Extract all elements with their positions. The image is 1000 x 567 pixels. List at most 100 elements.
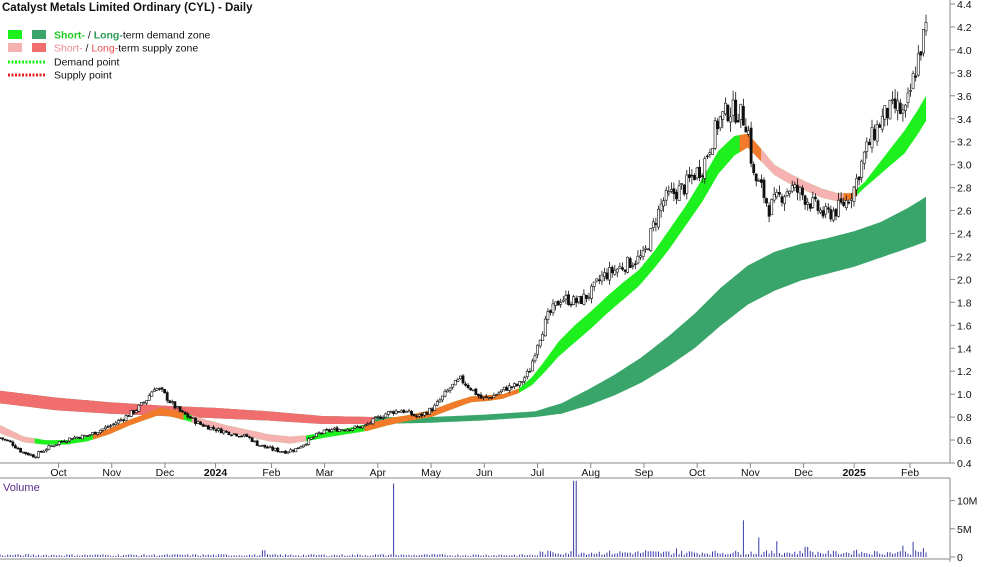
candle-body — [407, 410, 411, 413]
candle-body — [561, 299, 565, 302]
x-tick-label: Oct — [50, 467, 66, 479]
candle-body — [194, 417, 197, 424]
candle-body — [554, 301, 558, 306]
candle-body — [891, 99, 895, 101]
candle-body — [726, 104, 730, 121]
candle-body — [878, 124, 882, 128]
candle-body — [898, 102, 902, 114]
candle-body — [96, 432, 100, 435]
candle-body — [551, 303, 555, 314]
candle-body — [628, 258, 632, 268]
candle-body — [564, 295, 568, 300]
candle-body — [325, 429, 329, 431]
candle-body — [582, 293, 586, 305]
candle-body — [690, 174, 694, 177]
chart-title: Catalyst Metals Limited Ordinary (CYL) -… — [2, 2, 253, 14]
candle-body — [124, 415, 128, 422]
candle-body — [893, 98, 897, 109]
candle-body — [309, 437, 313, 440]
candle-body — [608, 267, 612, 281]
candle-body — [214, 429, 218, 432]
x-tick-label: Oct — [689, 467, 705, 479]
candle-body — [0, 437, 2, 439]
y-tick-label: 3.8 — [957, 68, 972, 80]
candle-body — [623, 269, 627, 272]
candle-body — [772, 194, 776, 201]
candle-body — [615, 268, 619, 273]
candle-body — [78, 436, 82, 439]
legend-item-supply-zone: Short- / Long-term supply zone — [8, 43, 198, 55]
candle-body — [75, 436, 79, 439]
candle-body — [839, 198, 843, 203]
candle-body — [842, 201, 846, 206]
candle-body — [394, 410, 398, 414]
candle-body — [646, 248, 650, 251]
candle-body — [605, 272, 609, 280]
candle-body — [479, 394, 483, 399]
candle-body — [731, 99, 735, 116]
candle-body — [127, 415, 131, 417]
candle-body — [376, 416, 380, 418]
candle-body — [471, 389, 475, 392]
y-tick-label: 4.2 — [957, 22, 972, 34]
candle-body — [235, 433, 239, 437]
candle-body — [875, 124, 879, 142]
candle-body — [327, 429, 331, 432]
candle-body — [402, 409, 406, 413]
candle-body — [31, 454, 35, 458]
zone-crossover-segment — [93, 407, 184, 440]
candle-body — [512, 383, 516, 387]
candle-body — [273, 448, 277, 451]
candle-body — [425, 412, 429, 415]
x-tick-label: Feb — [262, 467, 280, 479]
x-tick-label: Jul — [531, 467, 544, 479]
candle-body — [155, 388, 159, 391]
candle-body — [384, 413, 388, 418]
candle-body — [410, 411, 414, 416]
long-term-supply-zone — [0, 390, 376, 424]
candle-body — [101, 428, 105, 431]
candle-body — [569, 303, 573, 306]
candle-body — [106, 426, 110, 428]
candle-body — [510, 386, 514, 388]
candle-body — [49, 445, 53, 447]
candle-body — [639, 255, 642, 258]
candle-body — [664, 190, 668, 201]
candle-body — [296, 447, 300, 449]
candle-body — [158, 388, 161, 390]
candle-body — [747, 130, 750, 135]
candle-body — [762, 179, 766, 198]
candle-body — [232, 433, 236, 435]
candle-body — [780, 196, 784, 203]
candle-body — [222, 430, 226, 434]
y-tick-label: 2.2 — [957, 251, 972, 263]
candle-body — [541, 334, 545, 341]
candle-body — [68, 437, 71, 442]
candle-body — [132, 410, 136, 414]
candle-body — [916, 53, 920, 76]
candle-body — [770, 199, 774, 216]
candle-body — [44, 449, 48, 452]
legend-demand-short: Short- — [54, 30, 85, 42]
candle-body — [219, 428, 223, 434]
candle-body — [237, 435, 241, 438]
legend-swatch-long-supply — [32, 43, 46, 52]
candle-body — [464, 383, 468, 386]
price-panel — [0, 0, 950, 463]
candle-body — [821, 210, 825, 217]
candle-body — [451, 383, 455, 388]
candle-body — [633, 263, 637, 265]
candle-body — [165, 392, 169, 401]
candle-body — [260, 444, 264, 447]
candle-body — [83, 435, 87, 437]
candle-body — [456, 378, 460, 382]
candle-body — [114, 422, 118, 426]
candle-body — [685, 174, 689, 194]
candle-body — [70, 438, 74, 440]
candle-body — [829, 209, 833, 220]
candle-body — [736, 120, 740, 123]
candle-body — [181, 410, 185, 413]
candle-body — [903, 104, 907, 111]
legend-item-demand-point: Demand point — [8, 57, 119, 69]
candle-body — [693, 175, 696, 180]
